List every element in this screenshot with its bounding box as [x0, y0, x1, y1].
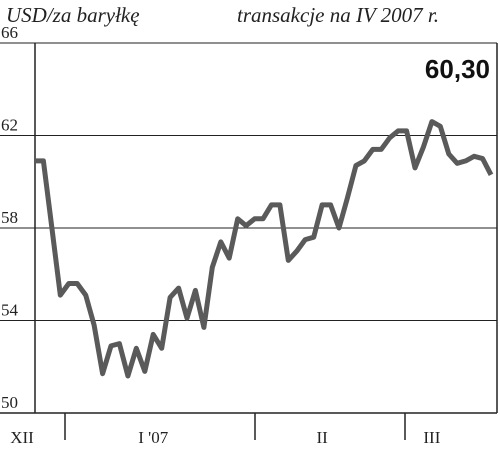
x-tick-label: III — [423, 428, 440, 447]
x-tick-label: II — [316, 428, 328, 447]
price-line — [35, 119, 494, 379]
y-tick-label: 62 — [1, 116, 18, 135]
y-tick-label: 50 — [1, 393, 18, 412]
y-tick-label: 58 — [1, 208, 18, 227]
y-tick-label: 66 — [1, 23, 18, 42]
chart-title: USD/za baryłkę — [6, 3, 140, 27]
x-tick-label: XII — [10, 428, 34, 447]
x-tick-label: I '07 — [138, 428, 168, 447]
value-label: 60,30 — [425, 54, 490, 84]
chart-subtitle: transakcje na IV 2007 r. — [237, 3, 439, 27]
y-tick-label: 54 — [1, 301, 19, 320]
